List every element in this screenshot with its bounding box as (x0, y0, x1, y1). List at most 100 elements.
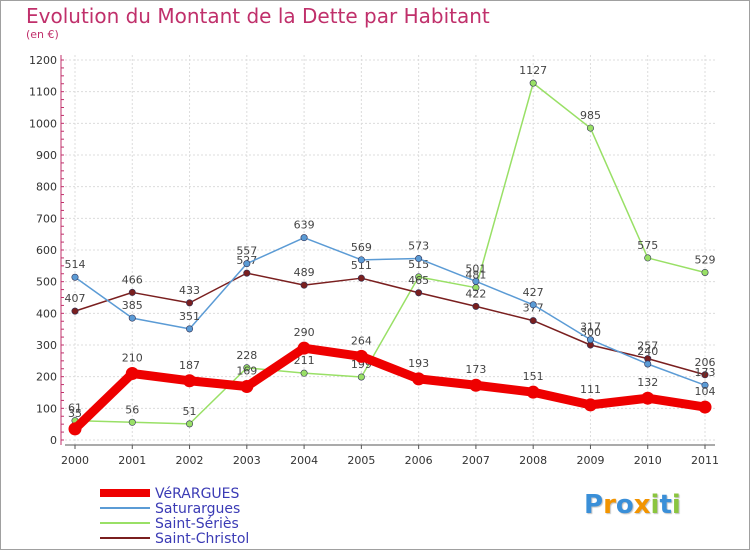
data-label: 210 (122, 352, 143, 365)
legend-label: VéRARGUES (155, 486, 240, 502)
y-tick-label: 100 (36, 402, 57, 415)
data-label: 422 (465, 287, 486, 300)
series-line-3 (74, 272, 706, 376)
y-tick-label: 500 (36, 276, 57, 289)
y-tick-label: 800 (36, 181, 57, 194)
x-tick-label: 2004 (290, 454, 318, 467)
x-tick-label: 2011 (691, 454, 719, 467)
series-point (128, 314, 136, 322)
data-label: 317 (580, 321, 601, 334)
data-label: 385 (122, 299, 143, 312)
data-label: 573 (408, 240, 429, 253)
series-point (357, 256, 365, 264)
logo-letter: r (603, 490, 616, 520)
proxiti-logo: Proxiti (584, 490, 681, 520)
logo-letter: o (615, 490, 634, 520)
data-label: 51 (183, 405, 197, 418)
data-label: 169 (236, 364, 257, 377)
series-point (354, 349, 368, 363)
series-point (415, 273, 423, 281)
data-label: 557 (236, 245, 257, 258)
series-point (412, 372, 426, 386)
series-point (529, 317, 537, 325)
series-point (243, 364, 251, 372)
data-label: 569 (351, 241, 372, 254)
data-label: 193 (408, 357, 429, 370)
legend-label: Saturargues (155, 501, 240, 517)
series-point (698, 400, 712, 414)
chart-subtitle: (en €) (26, 28, 59, 41)
series-point (128, 288, 136, 296)
data-label: 111 (580, 383, 601, 396)
x-tick-label: 2009 (576, 454, 604, 467)
data-label: 481 (465, 269, 486, 282)
logo-letter: i (650, 490, 660, 520)
x-tick-label: 2002 (176, 454, 204, 467)
data-label: 240 (637, 345, 658, 358)
chart-title: Evolution du Montant de la Dette par Hab… (26, 4, 490, 28)
logo-letter: t (659, 490, 672, 520)
series-point (472, 302, 480, 310)
data-label: 501 (465, 262, 486, 275)
series-point (415, 289, 423, 297)
series-point (701, 371, 709, 379)
data-label: 1127 (519, 64, 547, 77)
data-label: 61 (68, 402, 82, 415)
series-line-0 (70, 343, 710, 434)
series-point (644, 360, 652, 368)
series-point (701, 268, 709, 276)
series-point (586, 124, 594, 132)
y-tick-label: 1100 (29, 86, 57, 99)
series-point (300, 281, 308, 289)
data-label: 427 (523, 286, 544, 299)
y-tick-label: 700 (36, 212, 57, 225)
series-point (71, 273, 79, 281)
series-point (469, 378, 483, 392)
y-tick-label: 600 (36, 244, 57, 257)
data-label: 173 (465, 363, 486, 376)
y-tick-label: 0 (50, 434, 57, 447)
logo-letter: x (633, 490, 651, 520)
x-tick-label: 2007 (462, 454, 490, 467)
series-point (529, 79, 537, 87)
data-label: 228 (236, 349, 257, 362)
series-point (183, 374, 197, 388)
data-label: 511 (351, 259, 372, 272)
data-label: 489 (294, 266, 315, 279)
y-tick-label: 400 (36, 307, 57, 320)
series-point (472, 277, 480, 285)
data-label: 104 (695, 385, 716, 398)
series-line-2 (74, 82, 706, 425)
data-label: 465 (408, 274, 429, 287)
x-tick-label: 2001 (118, 454, 146, 467)
data-label: 985 (580, 109, 601, 122)
series-line-1 (74, 236, 706, 386)
data-label: 206 (695, 356, 716, 369)
series-point (583, 398, 597, 412)
y-tick-label: 1200 (29, 54, 57, 67)
data-label: 466 (122, 273, 143, 286)
data-label: 639 (294, 219, 315, 232)
data-label: 433 (179, 284, 200, 297)
x-tick-label: 2010 (634, 454, 662, 467)
data-label: 514 (65, 258, 86, 271)
series-point (186, 420, 194, 428)
series-point (415, 255, 423, 263)
series-point (128, 418, 136, 426)
data-label: 211 (294, 354, 315, 367)
series-point (300, 369, 308, 377)
data-label: 187 (179, 359, 200, 372)
data-label: 290 (294, 326, 315, 339)
series-point (357, 274, 365, 282)
series-point (300, 234, 308, 242)
data-label: 56 (125, 403, 139, 416)
series-point (243, 269, 251, 277)
data-label: 264 (351, 334, 372, 347)
data-label: 407 (65, 292, 86, 305)
data-label: 35 (68, 407, 82, 420)
series-point (240, 379, 254, 393)
data-label: 132 (637, 376, 658, 389)
series-point (125, 367, 139, 380)
x-tick-label: 2003 (233, 454, 261, 467)
